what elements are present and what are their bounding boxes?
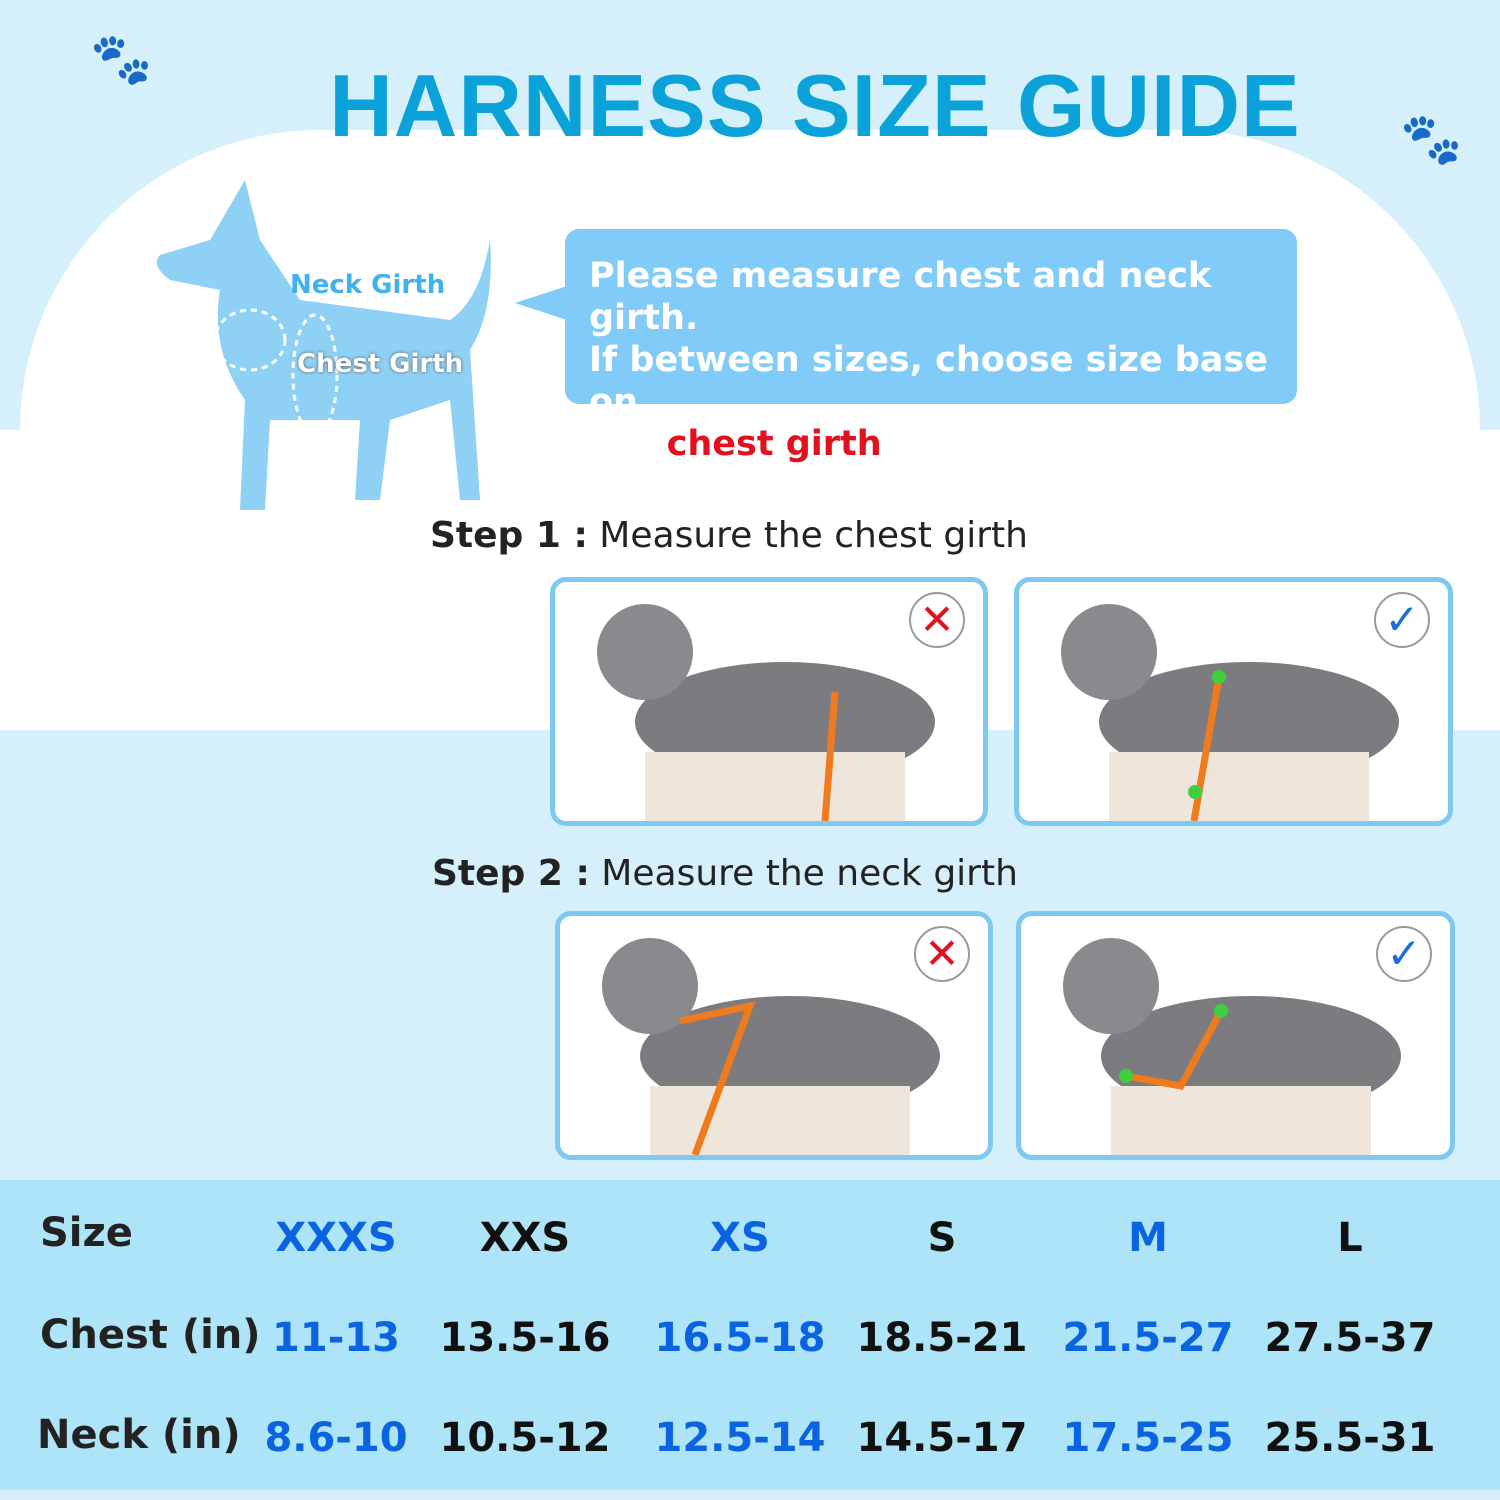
callout-highlight: chest girth xyxy=(666,424,882,464)
neck-cell: 25.5-31 xyxy=(1264,1415,1436,1461)
instruction-callout: Please measure chest and neck girth. If b… xyxy=(565,229,1297,464)
step-2-wrong-photo: ✕ xyxy=(555,911,993,1160)
chest-cell: 18.5-21 xyxy=(856,1315,1028,1361)
chest-cell: 27.5-37 xyxy=(1264,1315,1436,1361)
callout-period: . xyxy=(881,424,895,464)
size-header-cell: S xyxy=(927,1215,957,1261)
step-1-correct-photo: ✓ xyxy=(1014,577,1453,826)
row-label-chest: Chest (in) xyxy=(40,1312,261,1358)
neck-cell: 14.5-17 xyxy=(856,1415,1028,1461)
callout-line-2: If between sizes, choose size base on xyxy=(589,340,1268,422)
step-2-heading: Step 2 : Measure the neck girth xyxy=(432,853,1018,894)
callout-line-3: the xyxy=(589,424,667,464)
dog-photo xyxy=(1063,938,1401,1155)
row-label-neck: Neck (in) xyxy=(37,1412,241,1458)
step-1-wrong-photo: ✕ xyxy=(550,577,988,826)
paw-icon: 🐾 xyxy=(1400,110,1463,168)
row-label-size: Size xyxy=(40,1210,133,1256)
chest-cell: 13.5-16 xyxy=(439,1315,611,1361)
blue-check-icon: ✓ xyxy=(1374,592,1430,648)
neck-cell: 10.5-12 xyxy=(439,1415,611,1461)
red-x-icon: ✕ xyxy=(914,926,970,982)
dog-photo xyxy=(597,604,935,821)
neck-cell: 12.5-14 xyxy=(654,1415,826,1461)
red-x-icon: ✕ xyxy=(909,592,965,648)
neck-cell: 8.6-10 xyxy=(264,1415,408,1461)
step-1-heading: Step 1 : Measure the chest girth xyxy=(430,515,1028,556)
size-header-cell: XXS xyxy=(479,1215,571,1261)
dog-silhouette-diagram xyxy=(156,180,491,510)
dog-photo xyxy=(602,938,940,1155)
blue-check-icon: ✓ xyxy=(1376,926,1432,982)
dog-photo xyxy=(1061,604,1399,821)
size-header-cell: M xyxy=(1128,1215,1168,1261)
chest-cell: 11-13 xyxy=(272,1315,400,1361)
chest-cell: 21.5-27 xyxy=(1062,1315,1234,1361)
chest-cell: 16.5-18 xyxy=(654,1315,826,1361)
step-2-correct-photo: ✓ xyxy=(1016,911,1455,1160)
callout-line-1: Please measure chest and neck girth. xyxy=(589,256,1212,338)
size-table: Size Chest (in) Neck (in) XXXS XXS XS S M L 11… xyxy=(0,1180,1500,1490)
size-header-cell: XS xyxy=(710,1215,770,1261)
chest-girth-label: Chest Girth xyxy=(297,349,464,379)
callout-tail xyxy=(515,285,570,321)
size-header-cell: XXXS xyxy=(275,1215,397,1261)
size-header-cell: L xyxy=(1337,1215,1363,1261)
paw-icon: 🐾 xyxy=(90,30,153,88)
neck-girth-label: Neck Girth xyxy=(290,270,446,300)
page-title: HARNESS SIZE GUIDE xyxy=(329,56,1301,155)
neck-cell: 17.5-25 xyxy=(1062,1415,1234,1461)
